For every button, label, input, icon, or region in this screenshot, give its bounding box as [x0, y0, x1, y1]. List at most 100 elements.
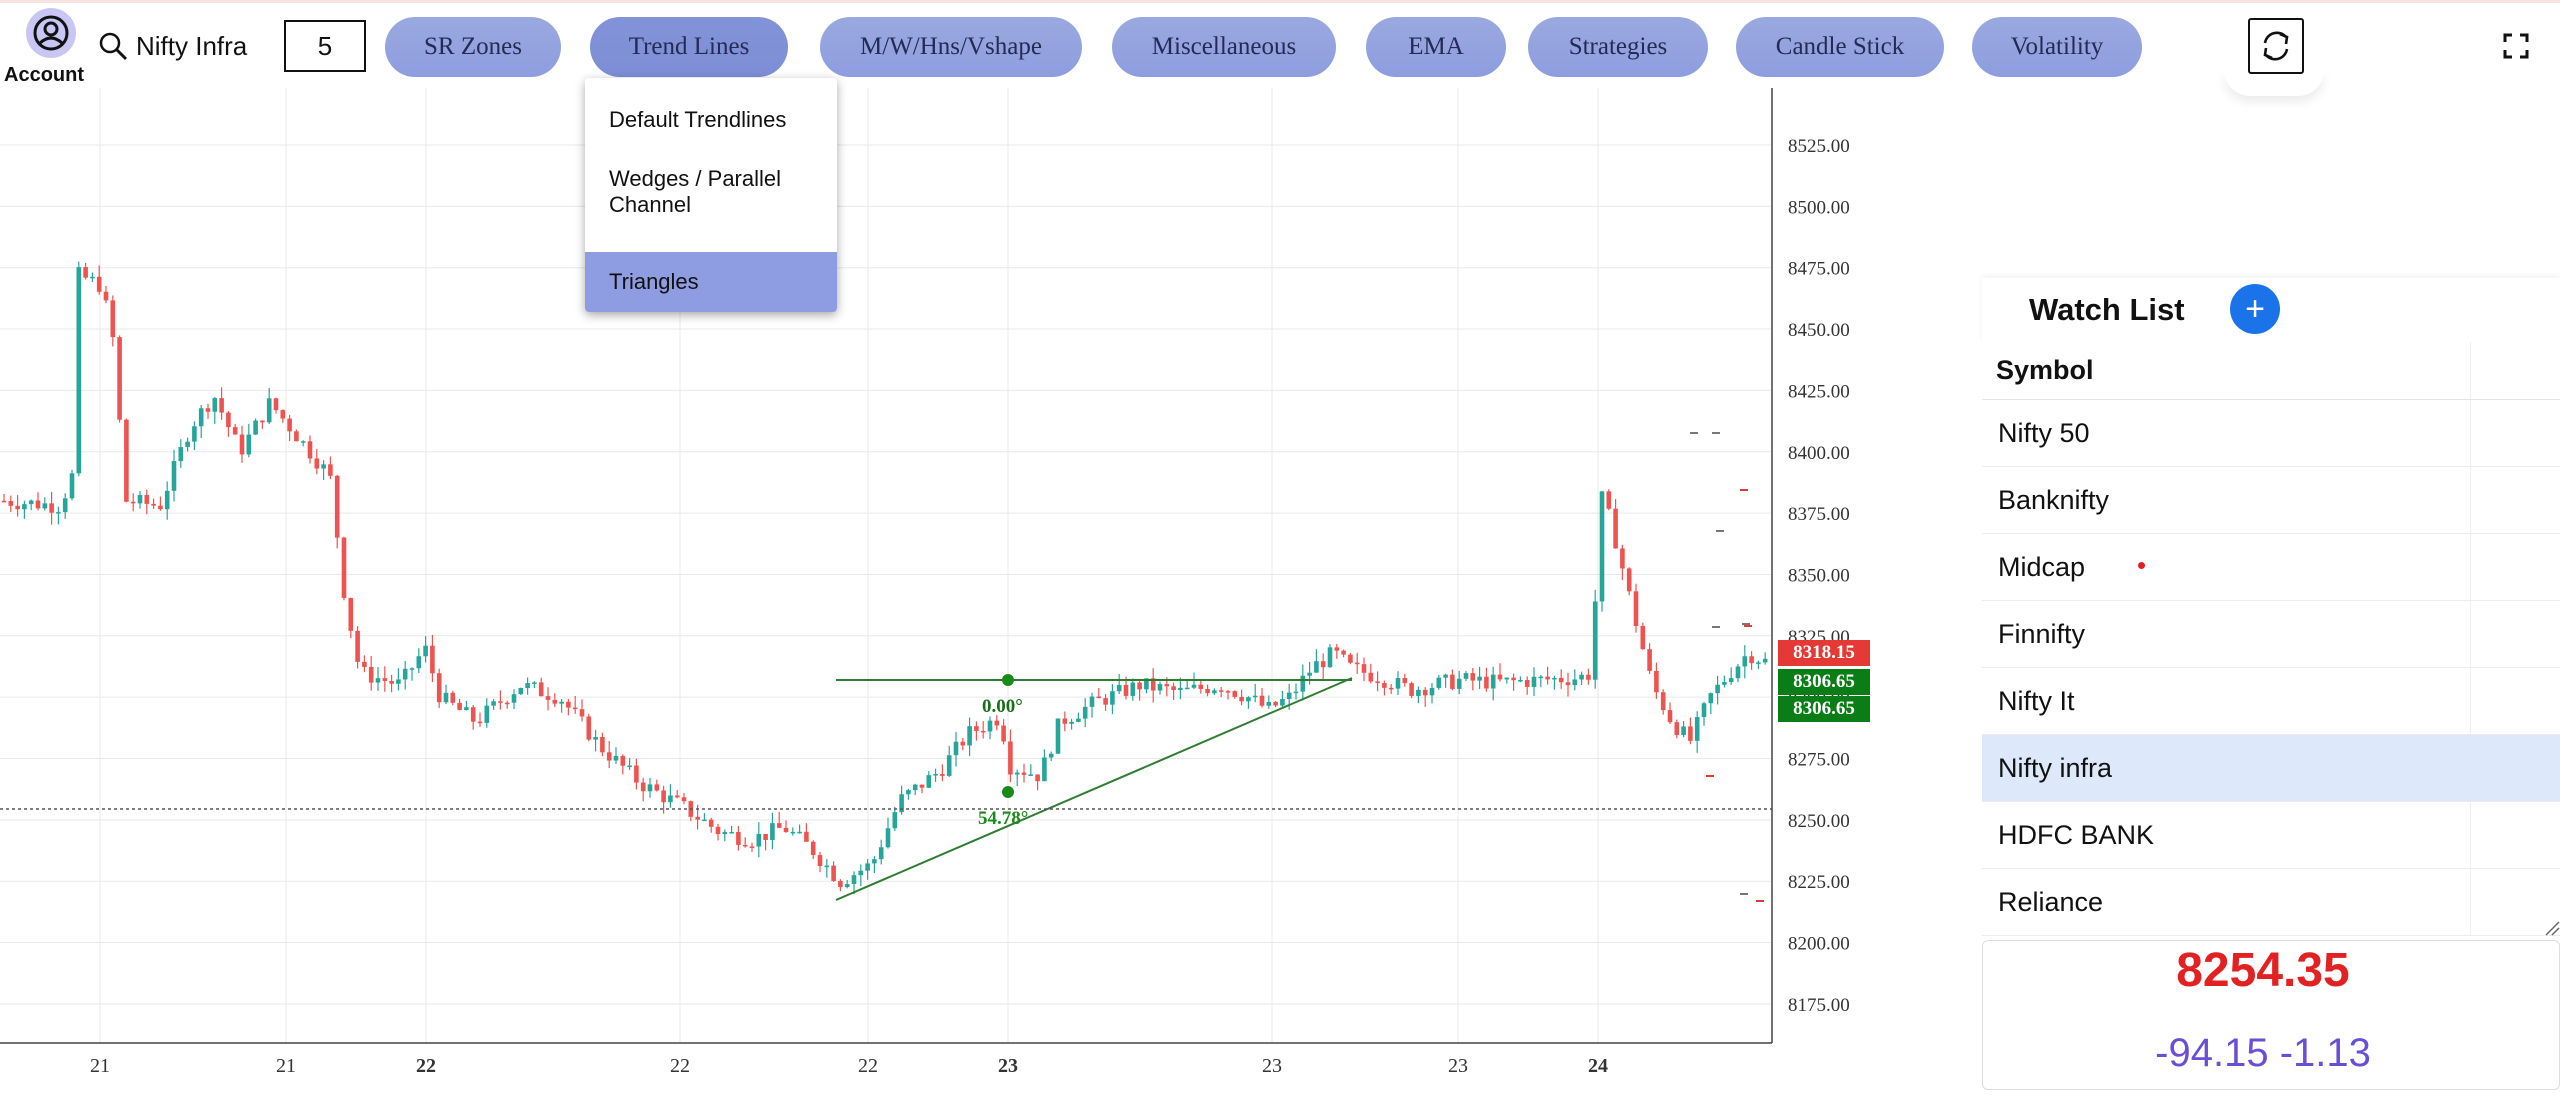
top-accent-line: [0, 0, 2560, 3]
candle-body: [538, 682, 544, 697]
candle-body: [1103, 698, 1108, 705]
candle-body: [1266, 701, 1272, 706]
candle-body: [1613, 508, 1618, 549]
candle-body: [137, 495, 143, 504]
candle-body: [668, 795, 673, 803]
price-axis-label: 8450.00: [1788, 320, 1850, 341]
menu-trend-lines[interactable]: Trend Lines: [590, 17, 788, 77]
price-axis-label: 8525.00: [1788, 136, 1850, 157]
horizontal-angle-label: 0.00°: [982, 696, 1023, 717]
dropdown-item-wedges-parallel-channel[interactable]: Wedges / Parallel Channel: [609, 166, 782, 217]
candle-body: [151, 503, 156, 506]
candle-body: [736, 832, 741, 845]
menu-strategies[interactable]: Strategies: [1528, 17, 1708, 77]
candle-body: [1626, 568, 1632, 592]
fullscreen-button[interactable]: [2500, 30, 2532, 62]
add-symbol-button[interactable]: +: [2230, 284, 2280, 334]
candle-body: [695, 816, 700, 820]
candle-body: [307, 441, 313, 459]
candle-body: [56, 512, 61, 514]
candle-body: [1647, 649, 1652, 671]
account-button[interactable]: Account: [4, 8, 88, 90]
candle-body: [1620, 548, 1625, 569]
candle-body: [1409, 683, 1414, 696]
price-axis-label: 8225.00: [1788, 872, 1850, 893]
resize-handle-icon[interactable]: [2544, 920, 2560, 936]
candle-body: [783, 827, 789, 833]
watchlist-row-finnifty[interactable]: Finnifty: [1982, 601, 2560, 668]
watchlist-header: Watch List +: [1982, 278, 2560, 342]
candle-body: [8, 500, 14, 506]
candle-body: [1477, 676, 1482, 681]
candle-body: [484, 705, 490, 723]
menu-candle-stick[interactable]: Candle Stick: [1736, 17, 1944, 77]
candle-body: [572, 707, 578, 710]
watchlist-row-reliance[interactable]: Reliance: [1982, 869, 2560, 936]
trendlines-dropdown[interactable]: Default Trendlines Wedges / Parallel Cha…: [585, 78, 837, 312]
refresh-button[interactable]: [2248, 18, 2304, 74]
menu-mw-hns-vshape[interactable]: M/W/Hns/Vshape: [820, 17, 1082, 77]
candle-body: [178, 447, 184, 462]
candle-body: [1348, 654, 1353, 663]
interval-input[interactable]: 5: [284, 20, 366, 72]
candle-body: [396, 679, 401, 684]
candle-body: [851, 875, 857, 884]
candle-body: [559, 701, 564, 704]
candle-body: [171, 461, 177, 491]
candle-body: [341, 537, 347, 598]
price-axis[interactable]: 8525.00 8500.00 8475.00 8450.00 8425.00 8400.…: [1788, 136, 1850, 1016]
candle-body: [1259, 695, 1265, 706]
candle-body: [1722, 682, 1727, 685]
menu-volatility[interactable]: Volatility: [1972, 17, 2142, 77]
column-header-symbol[interactable]: Symbol: [1982, 342, 2560, 400]
symbol-search[interactable]: Nifty Infra: [98, 26, 247, 66]
candle-body: [1674, 722, 1680, 736]
candle-body: [328, 464, 333, 476]
candle-body: [627, 765, 632, 768]
candle-body: [906, 790, 911, 795]
candle-body: [1681, 726, 1686, 736]
candle-body: [1402, 677, 1408, 684]
candle-body: [443, 692, 449, 703]
candle-body: [1463, 673, 1469, 679]
watchlist-row-midcap[interactable]: Midcap: [1982, 534, 2560, 601]
dropdown-item-triangles[interactable]: Triangles: [585, 252, 837, 312]
candle-body: [763, 833, 768, 840]
candle-body: [1144, 678, 1149, 690]
candle-body: [389, 680, 394, 684]
candle-body: [423, 645, 428, 657]
watchlist-row-nifty-infra[interactable]: Nifty infra: [1982, 735, 2560, 802]
candle-body: [1252, 695, 1258, 698]
time-axis-label: 23: [998, 1055, 1018, 1077]
candle-body: [498, 701, 503, 703]
candle-body: [1545, 676, 1550, 680]
time-axis[interactable]: 21 21 22 22 22 23 23 23 24: [90, 1055, 1608, 1077]
candle-body: [1014, 772, 1020, 775]
candle-body: [729, 832, 734, 834]
candle-body: [232, 427, 238, 435]
candle-body: [22, 504, 27, 510]
price-chart[interactable]: 0.00° 54.78° 8525.00 8500.00 8475.00 8450.0…: [0, 88, 1872, 1092]
watchlist-row-nifty-it[interactable]: Nifty It: [1982, 668, 2560, 735]
dropdown-item-default-trendlines[interactable]: Default Trendlines: [609, 107, 787, 132]
watchlist-row-hdfc-bank[interactable]: HDFC BANK: [1982, 802, 2560, 869]
candle-body: [334, 475, 340, 538]
watchlist-row-nifty-50[interactable]: Nifty 50: [1982, 400, 2560, 467]
candle-body: [362, 661, 367, 667]
time-axis-label: 22: [670, 1055, 690, 1077]
candle-body: [1232, 691, 1238, 697]
watchlist-title: Watch List: [2029, 292, 2185, 327]
candle-body: [1008, 741, 1013, 775]
candle-body: [1518, 679, 1523, 682]
candle-body: [416, 656, 422, 669]
menu-miscellaneous[interactable]: Miscellaneous: [1112, 17, 1336, 77]
menu-sr-zones[interactable]: SR Zones: [385, 17, 561, 77]
watchlist-row-banknifty[interactable]: Banknifty: [1982, 467, 2560, 534]
candle-body: [885, 828, 891, 848]
candle-body: [1368, 672, 1374, 682]
candle-body: [586, 716, 592, 740]
candle-body: [1382, 683, 1387, 688]
menu-ema[interactable]: EMA: [1366, 17, 1506, 77]
candle-body: [960, 741, 966, 746]
chart-canvas[interactable]: 0.00° 54.78° 8525.00 8500.00 8475.00 8450.0…: [0, 88, 1872, 1092]
